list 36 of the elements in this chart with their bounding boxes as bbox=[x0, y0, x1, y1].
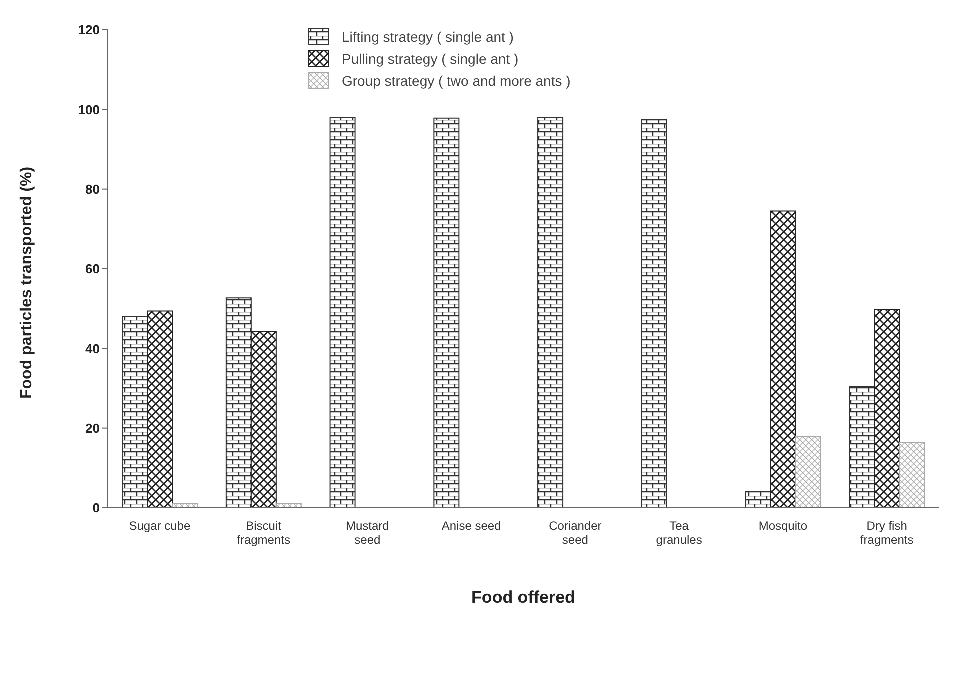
bar bbox=[770, 210, 796, 508]
bar bbox=[849, 386, 876, 508]
bar bbox=[276, 504, 302, 508]
bar bbox=[147, 310, 174, 508]
bar bbox=[795, 436, 822, 508]
bar bbox=[745, 491, 772, 508]
x-tick-label: Anise seed bbox=[442, 519, 502, 533]
y-tick-label: 100 bbox=[78, 102, 100, 118]
x-tick-label: Sugar cube bbox=[129, 519, 191, 533]
y-tick-label: 0 bbox=[92, 500, 100, 516]
y-tick-label: 60 bbox=[86, 262, 100, 277]
bar bbox=[874, 310, 900, 508]
bar bbox=[122, 316, 148, 508]
bar bbox=[250, 331, 277, 508]
legend-label: Group strategy ( two and more ants ) bbox=[342, 73, 571, 89]
legend-label: Pulling strategy ( single ant ) bbox=[342, 51, 519, 67]
x-tick-label: Dry fish fragments bbox=[860, 519, 914, 547]
x-tick-label: Mosquito bbox=[758, 519, 808, 533]
legend-label: Lifting strategy ( single ant ) bbox=[342, 29, 514, 45]
x-axis-title: Food offered bbox=[472, 588, 576, 607]
y-tick-label: 120 bbox=[78, 22, 100, 38]
bar bbox=[434, 118, 460, 508]
bar bbox=[330, 117, 356, 508]
bar bbox=[899, 442, 926, 508]
y-tick-label: 20 bbox=[86, 420, 100, 436]
x-tick-label: Biscuit fragments bbox=[237, 519, 290, 547]
x-tick-label: Coriander seed bbox=[549, 519, 602, 547]
y-tick-label: 80 bbox=[86, 182, 100, 197]
bar bbox=[538, 117, 564, 508]
x-tick-label: Tea granules bbox=[656, 519, 702, 547]
bar bbox=[641, 120, 668, 508]
y-tick-label: 40 bbox=[86, 341, 100, 356]
y-axis-title: Food particles transported (%) bbox=[18, 166, 36, 399]
x-tick-label: Mustard seed bbox=[346, 519, 390, 547]
bar bbox=[172, 504, 198, 508]
bar bbox=[226, 298, 252, 508]
